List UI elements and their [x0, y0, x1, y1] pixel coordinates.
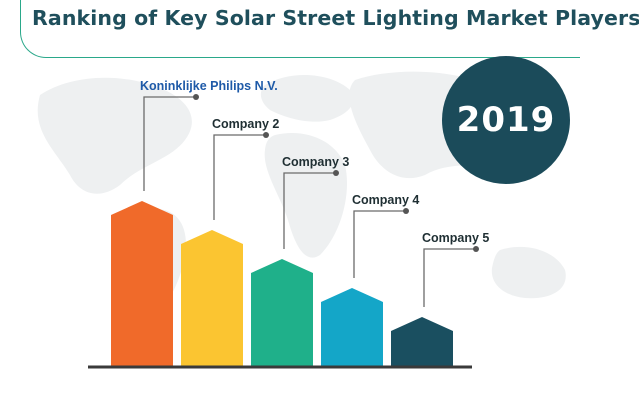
connector-line-4 [353, 210, 406, 278]
year-badge: 2019 [442, 56, 570, 184]
chart-title: Ranking of Key Solar Street Lighting Mar… [32, 6, 639, 30]
labels-layer: Koninklijke Philips N.V. Company 2 Company… [140, 79, 489, 245]
chart-title-panel: Ranking of Key Solar Street Lighting Mar… [0, 0, 639, 62]
connector-dot-4 [403, 208, 409, 214]
connector-line-2 [213, 134, 266, 220]
connector-line-3 [283, 172, 336, 249]
bar-4 [321, 288, 383, 366]
connector-dot-1 [193, 94, 199, 100]
bars-layer [111, 201, 453, 366]
connector-line-5 [423, 248, 476, 307]
category-label-3: Company 3 [282, 155, 349, 169]
category-label-1: Koninklijke Philips N.V. [140, 79, 278, 93]
category-label-2: Company 2 [212, 117, 279, 131]
bar-2 [181, 230, 243, 366]
connector-dot-3 [333, 170, 339, 176]
connector-dot-2 [263, 132, 269, 138]
category-label-5: Company 5 [422, 231, 489, 245]
bar-5 [391, 317, 453, 366]
title-accent-frame [20, 0, 580, 58]
connector-dot-5 [473, 246, 479, 252]
category-label-4: Company 4 [352, 193, 419, 207]
connectors-layer [143, 94, 479, 307]
bar-3 [251, 259, 313, 366]
connector-line-1 [143, 96, 196, 191]
bar-1 [111, 201, 173, 366]
